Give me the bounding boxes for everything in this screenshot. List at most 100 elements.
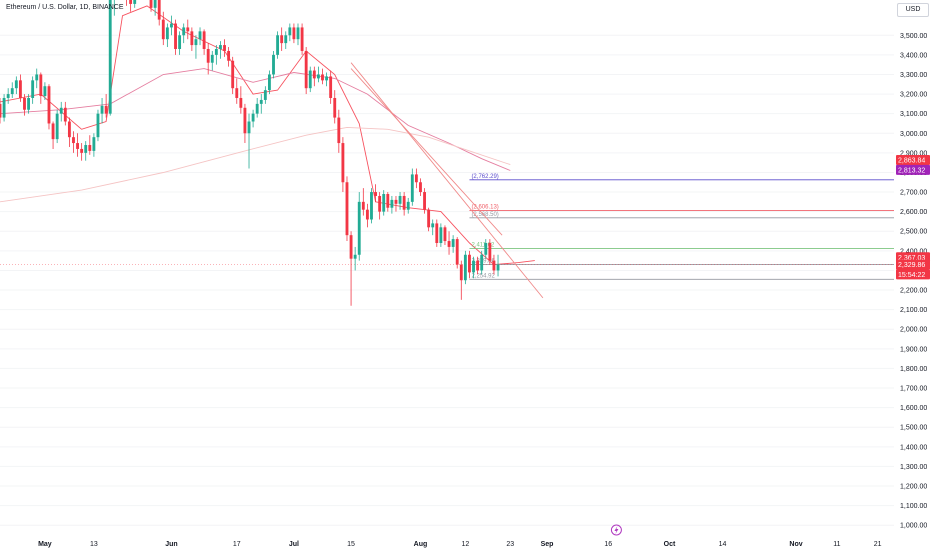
y-tick-label: 3,300.00 bbox=[900, 72, 927, 79]
candle bbox=[153, 0, 157, 16]
candle-body bbox=[219, 45, 222, 49]
candle-body bbox=[492, 260, 496, 271]
candle-body bbox=[51, 123, 55, 140]
currency-button[interactable]: USD bbox=[897, 3, 929, 17]
candle-body bbox=[223, 45, 226, 51]
y-tick-label: 2,700.00 bbox=[900, 190, 927, 197]
chart-title: Ethereum / U.S. Dollar, 1D, BINANCE bbox=[6, 4, 124, 11]
x-tick-label: May bbox=[38, 541, 52, 548]
candle-body bbox=[398, 195, 402, 204]
candle-body bbox=[349, 235, 353, 259]
candle-body bbox=[333, 97, 337, 118]
candle bbox=[178, 31, 182, 55]
candle bbox=[419, 178, 422, 196]
candle-body bbox=[0, 103, 2, 118]
candle bbox=[476, 256, 480, 275]
candle-body bbox=[14, 80, 18, 89]
horizontal-levels: (2,762.29) (2,606.13) (2,568.50) 2,411.62 2,… bbox=[0, 174, 894, 280]
candle-body bbox=[406, 201, 410, 210]
candle-body bbox=[88, 145, 92, 151]
candle-body bbox=[35, 74, 39, 81]
price-badge: 2,863.84 bbox=[896, 154, 930, 165]
x-tick-label: Oct bbox=[664, 541, 676, 548]
x-tick-label: 23 bbox=[506, 541, 514, 548]
y-tick-label: 3,400.00 bbox=[900, 52, 927, 59]
candle-body bbox=[174, 23, 177, 49]
candle-body bbox=[59, 107, 63, 114]
candle-body bbox=[292, 27, 296, 40]
candle bbox=[406, 197, 410, 214]
candle-body bbox=[18, 80, 22, 98]
candle-body bbox=[304, 50, 308, 89]
candle-body bbox=[43, 86, 47, 97]
candle-body bbox=[382, 194, 386, 212]
candle bbox=[357, 192, 361, 261]
candle-body bbox=[272, 54, 275, 75]
candle-body bbox=[129, 0, 133, 4]
candle-body bbox=[214, 48, 218, 55]
candle-body bbox=[390, 199, 394, 208]
candle-body bbox=[96, 113, 100, 138]
time-axis[interactable]: May 13 Jun 17 Jul 15 Aug 12 23 Sep 16 Oct 14 Nov 11 21 bbox=[38, 524, 882, 548]
y-tick-label: 1,500.00 bbox=[900, 425, 927, 432]
candle-body bbox=[31, 80, 35, 98]
candles[interactable] bbox=[0, 0, 500, 306]
candle-body bbox=[27, 97, 31, 110]
candle-body bbox=[239, 97, 243, 108]
y-tick-label: 3,200.00 bbox=[900, 92, 927, 99]
moving-average-line-0 bbox=[0, 5, 535, 266]
y-tick-label: 1,400.00 bbox=[900, 444, 927, 451]
candle bbox=[108, 0, 112, 116]
candle-body bbox=[2, 97, 6, 118]
candle-body bbox=[76, 143, 79, 149]
candle-body bbox=[182, 27, 186, 36]
candle-body bbox=[337, 117, 341, 144]
candle bbox=[288, 23, 292, 42]
candle bbox=[35, 68, 39, 89]
candle bbox=[231, 56, 235, 95]
y-tick-label: 2,100.00 bbox=[900, 307, 927, 314]
candle bbox=[443, 225, 447, 245]
candle-body bbox=[414, 174, 418, 183]
candle bbox=[480, 250, 484, 275]
x-tick-label: 21 bbox=[874, 541, 882, 548]
candle-body bbox=[63, 107, 67, 122]
candle bbox=[341, 137, 345, 193]
candle bbox=[174, 19, 177, 55]
candle bbox=[463, 250, 467, 285]
candle-body bbox=[80, 148, 84, 153]
candle-body bbox=[149, 0, 153, 8]
candle-body bbox=[443, 227, 447, 242]
candle bbox=[459, 260, 463, 300]
candle-body bbox=[341, 143, 345, 183]
candle bbox=[427, 207, 431, 232]
candle bbox=[186, 19, 190, 40]
candle bbox=[349, 231, 353, 306]
lightning-icon[interactable] bbox=[610, 524, 622, 536]
candle bbox=[439, 223, 443, 247]
candle-body bbox=[451, 239, 455, 247]
candle-body bbox=[410, 174, 414, 202]
price-badge-text: 2,367.03 bbox=[898, 255, 925, 262]
x-tick-label: Aug bbox=[414, 541, 428, 548]
candle bbox=[202, 29, 206, 55]
candle-body bbox=[325, 76, 329, 81]
y-tick-label: 1,600.00 bbox=[900, 405, 927, 412]
candle bbox=[259, 94, 263, 114]
price-badge: 2,813.32 bbox=[896, 164, 930, 175]
candle-body bbox=[321, 74, 324, 81]
candle bbox=[329, 70, 333, 104]
horizontal-level-label: 2,329.86 bbox=[471, 259, 495, 265]
candle bbox=[435, 219, 439, 247]
candle-body bbox=[72, 137, 75, 144]
x-tick-label: Sep bbox=[541, 541, 554, 548]
candle-body bbox=[459, 264, 463, 281]
candle-body bbox=[161, 19, 165, 40]
candle bbox=[72, 131, 75, 153]
candle bbox=[2, 94, 6, 122]
candle bbox=[161, 11, 165, 46]
candle-body bbox=[247, 121, 251, 134]
candle-body bbox=[267, 74, 271, 91]
